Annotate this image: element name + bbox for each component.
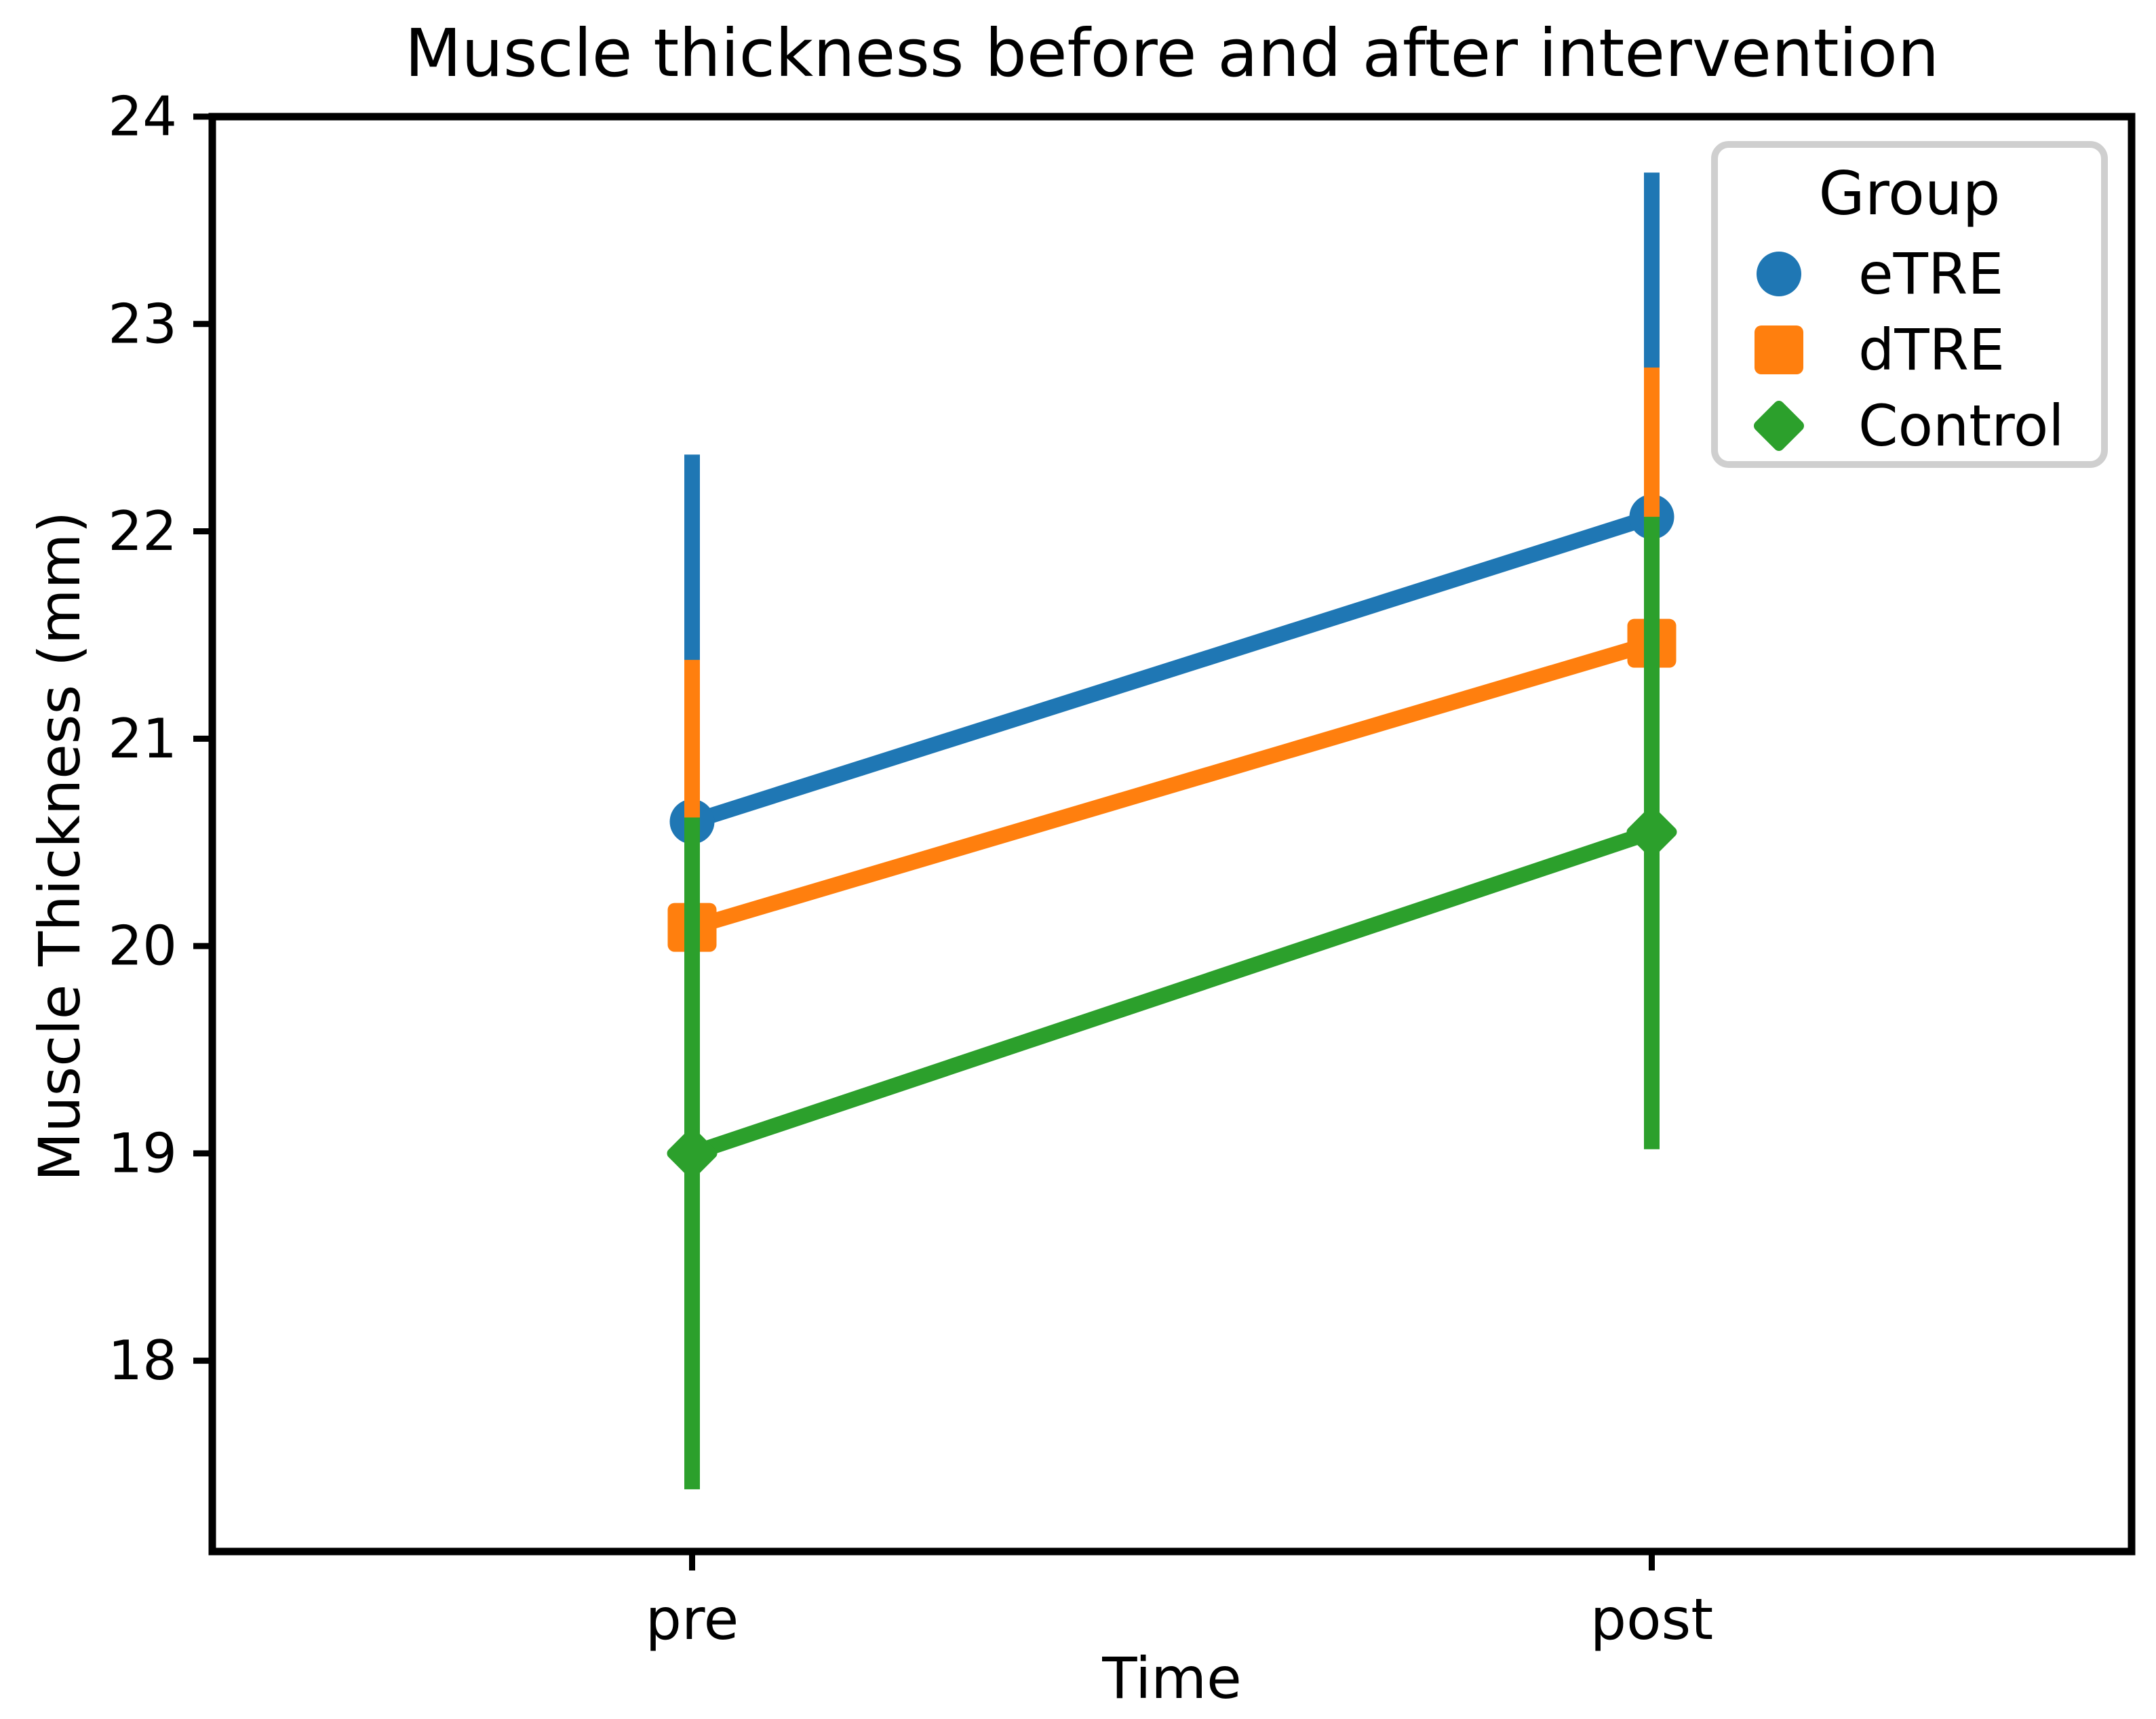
legend-row: eTRE <box>1718 236 2101 312</box>
x-axis-label: Time <box>1102 1645 1242 1712</box>
x-tick-label: pre <box>646 1586 739 1653</box>
chart-title: Muscle thickness before and after interv… <box>404 15 1940 92</box>
legend-marker-circle-icon <box>1757 252 1801 296</box>
y-tick-label: 19 <box>108 1122 177 1185</box>
series-line-eTRE <box>690 509 1654 829</box>
series-line-Control <box>689 825 1655 1161</box>
legend-marker-diamond-icon <box>1751 398 1807 454</box>
legend-marker-square-icon <box>1755 325 1803 374</box>
legend-label: Control <box>1858 393 2064 459</box>
series-line-dTRE <box>690 635 1654 935</box>
axes-spines <box>208 113 2136 1556</box>
y-tick-label: 20 <box>108 915 177 978</box>
y-tick-label: 18 <box>108 1329 177 1392</box>
legend-title: Group <box>1818 159 2001 229</box>
legend: Group eTRE dTRE Control <box>1711 141 2108 468</box>
legend-label: dTRE <box>1858 317 2005 383</box>
x-tick-label: post <box>1590 1586 1713 1653</box>
y-tick-label: 21 <box>108 707 177 770</box>
marker-diamond-Control <box>667 1128 718 1179</box>
y-tick-label: 22 <box>108 500 177 563</box>
marker-diamond-Control <box>1626 806 1677 857</box>
legend-row: Control <box>1718 388 2101 464</box>
y-tick-label: 24 <box>108 85 177 149</box>
y-tick-label: 23 <box>108 292 177 355</box>
y-axis-label: Muscle Thickness (mm) <box>26 511 93 1182</box>
legend-row: dTRE <box>1718 312 2101 388</box>
legend-label: eTRE <box>1858 241 2004 307</box>
